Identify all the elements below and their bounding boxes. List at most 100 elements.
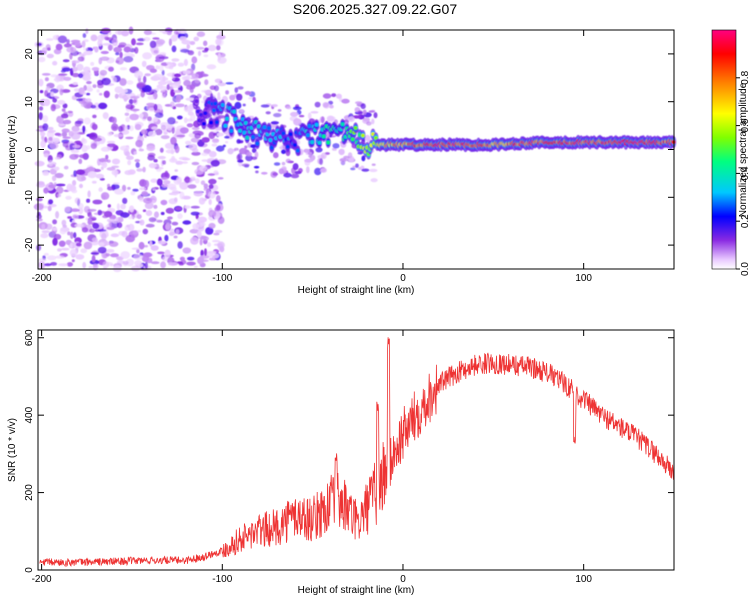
spectral-ridge-cell [209, 120, 214, 125]
spectral-ridge-cell [269, 145, 274, 150]
spectral-noise-blob [131, 38, 136, 46]
spectral-noise-blob [71, 213, 79, 220]
snr-x-tick-label: -100 [212, 574, 232, 585]
spectral-noise-blob [67, 216, 72, 219]
snr-y-tick-label: 0 [24, 567, 35, 573]
spectral-noise-blob [160, 211, 165, 216]
spectral-noise-blob [52, 237, 58, 246]
snr-x-label: Height of straight line (km) [298, 585, 415, 596]
spectral-noise-blob [204, 79, 209, 86]
spectral-noise-blob [347, 116, 355, 122]
spectral-ridge-cell [340, 122, 345, 127]
spectral-noise-blob [131, 247, 141, 250]
spectral-ridge-cell [292, 143, 297, 147]
snr-x-ticks: -200 -100 0 100 [32, 330, 592, 585]
spectral-noise-blob [175, 229, 180, 235]
spectral-noise-blob [98, 158, 109, 163]
spectral-noise-blob [201, 159, 209, 162]
spectral-noise-blob [58, 263, 68, 267]
colorbar-tick-label: 0.0 [740, 262, 750, 276]
spectral-noise-blob [81, 40, 86, 48]
spectral-noise-blob [78, 207, 84, 215]
spectral-noise-blob [62, 119, 72, 125]
spectral-noise-blob [167, 216, 173, 220]
spectral-noise-blob [92, 222, 100, 229]
spectral-noise-blob [369, 168, 378, 173]
spectral-noise-blob [174, 169, 178, 172]
spectral-noise-blob [55, 255, 65, 259]
spectral-noise-blob [161, 69, 165, 76]
spectral-noise-blob [72, 72, 80, 78]
spectral-noise-blob [90, 61, 95, 66]
spectral-noise-blob [370, 178, 378, 183]
spectral-noise-blob [129, 125, 134, 132]
spectral-noise-blob [166, 251, 170, 256]
spectral-noise-blob [88, 265, 93, 269]
spectral-noise-blob [322, 93, 332, 99]
spectral-noise-blob [177, 62, 185, 67]
spectral-noise-blob [143, 252, 153, 258]
spectral-noise-blob [139, 113, 144, 119]
spectral-noise-blob [87, 208, 97, 212]
spectral-noise-blob [135, 139, 143, 148]
spectral-noise-blob [217, 177, 224, 180]
spectral-noise-blob [213, 232, 220, 236]
spectral-noise-blob [171, 34, 181, 40]
spectral-noise-blob [106, 140, 116, 144]
spectral-noise-blob [197, 256, 204, 265]
spectral-noise-blob [79, 183, 83, 189]
spectral-noise-blob [196, 31, 206, 37]
spectral-noise-blob [186, 261, 196, 266]
spectral-noise-blob [108, 220, 112, 228]
spectral-noise-blob [42, 115, 49, 123]
spectral-noise-blob [121, 30, 130, 37]
spectral-noise-blob [69, 248, 78, 257]
spectral-noise-blob [74, 197, 81, 204]
spectral-noise-blob [97, 246, 107, 254]
spectral-noise-blob [165, 149, 176, 154]
spectral-noise-blob [122, 260, 129, 265]
spectral-noise-blob [136, 81, 146, 89]
spectral-noise-blob [57, 100, 66, 105]
spectral-noise-blob [314, 101, 321, 108]
spectral-noise-blob [168, 198, 178, 205]
spectral-noise-blob [56, 193, 62, 198]
spectral-noise-blob [155, 39, 166, 45]
spectral-noise-blob [109, 241, 119, 247]
spectrogram-x-label: Height of straight line (km) [298, 285, 415, 296]
spectral-noise-blob [43, 153, 50, 158]
spectral-noise-blob [179, 127, 189, 134]
spectral-noise-blob [38, 258, 47, 262]
colorbar-tick-label: 0.6 [740, 118, 750, 132]
spectral-noise-blob [103, 210, 113, 218]
spectral-noise-blob [119, 51, 123, 59]
spectral-noise-blob [364, 134, 371, 141]
spectral-noise-blob [239, 147, 248, 155]
spectral-noise-blob [140, 129, 148, 135]
spectral-noise-blob [47, 126, 54, 130]
spectral-noise-blob [242, 103, 246, 107]
spectral-noise-blob [179, 181, 189, 190]
spectral-noise-blob [272, 172, 279, 176]
spectral-noise-blob [207, 242, 211, 248]
colorbar-ticks: 0.0 0.2 0.4 0.6 0.8 [736, 70, 750, 276]
spectral-noise-blob [46, 38, 54, 41]
spectral-ridge-cell [326, 140, 331, 145]
colorbar-tick-label: 0.4 [740, 166, 750, 180]
spectral-noise-blob [106, 167, 116, 171]
spectral-noise-blob [203, 183, 209, 189]
spectral-noise-blob [320, 167, 327, 173]
spectral-noise-blob [128, 98, 134, 105]
spectral-noise-blob [208, 222, 216, 229]
spectral-noise-blob [244, 145, 248, 149]
spectral-noise-blob [127, 186, 131, 190]
spectral-noise-blob [130, 234, 135, 240]
spectral-noise-blob [117, 44, 126, 48]
spectral-noise-blob [306, 166, 310, 174]
spectral-noise-blob [60, 89, 71, 93]
spectral-noise-blob [147, 95, 155, 100]
spectral-noise-blob [208, 151, 217, 158]
spectral-noise-blob [355, 163, 359, 168]
spectral-ridge-cell [295, 148, 300, 153]
spectral-noise-blob [244, 91, 251, 95]
